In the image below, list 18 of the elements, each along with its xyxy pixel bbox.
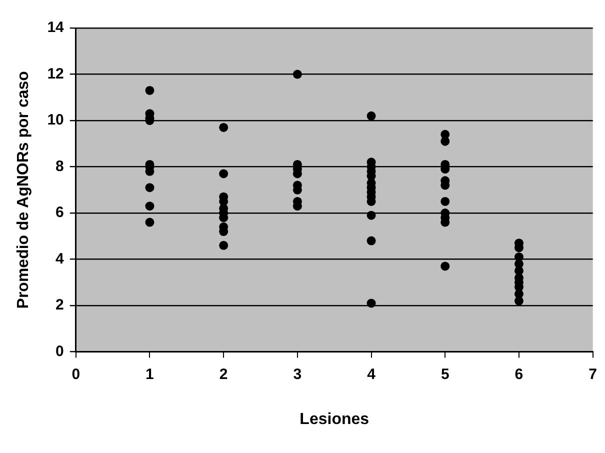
x-tick-label: 5 xyxy=(440,366,450,383)
y-tick-label: 14 xyxy=(47,19,65,36)
x-tick-label: 4 xyxy=(367,366,376,383)
y-tick-label: 4 xyxy=(56,250,65,268)
y-tick-label: 10 xyxy=(47,112,64,129)
y-tick-label: 2 xyxy=(56,296,64,314)
y-tick-label: 8 xyxy=(56,158,64,175)
x-tick-label: 3 xyxy=(293,366,302,383)
y-tick-label: 0 xyxy=(56,342,64,360)
x-tick-label: 0 xyxy=(72,366,80,383)
y-tick-label: 6 xyxy=(56,204,64,222)
x-tick-label: 1 xyxy=(146,366,154,383)
x-tick-label: 7 xyxy=(588,366,597,383)
y-tick-label: 12 xyxy=(47,65,64,82)
x-tick-label: 6 xyxy=(514,366,524,383)
y-axis-title: Promedio de AgNORs por caso xyxy=(15,70,32,309)
x-tick-label: 2 xyxy=(219,366,228,383)
x-axis-title: Lesiones xyxy=(300,410,370,428)
